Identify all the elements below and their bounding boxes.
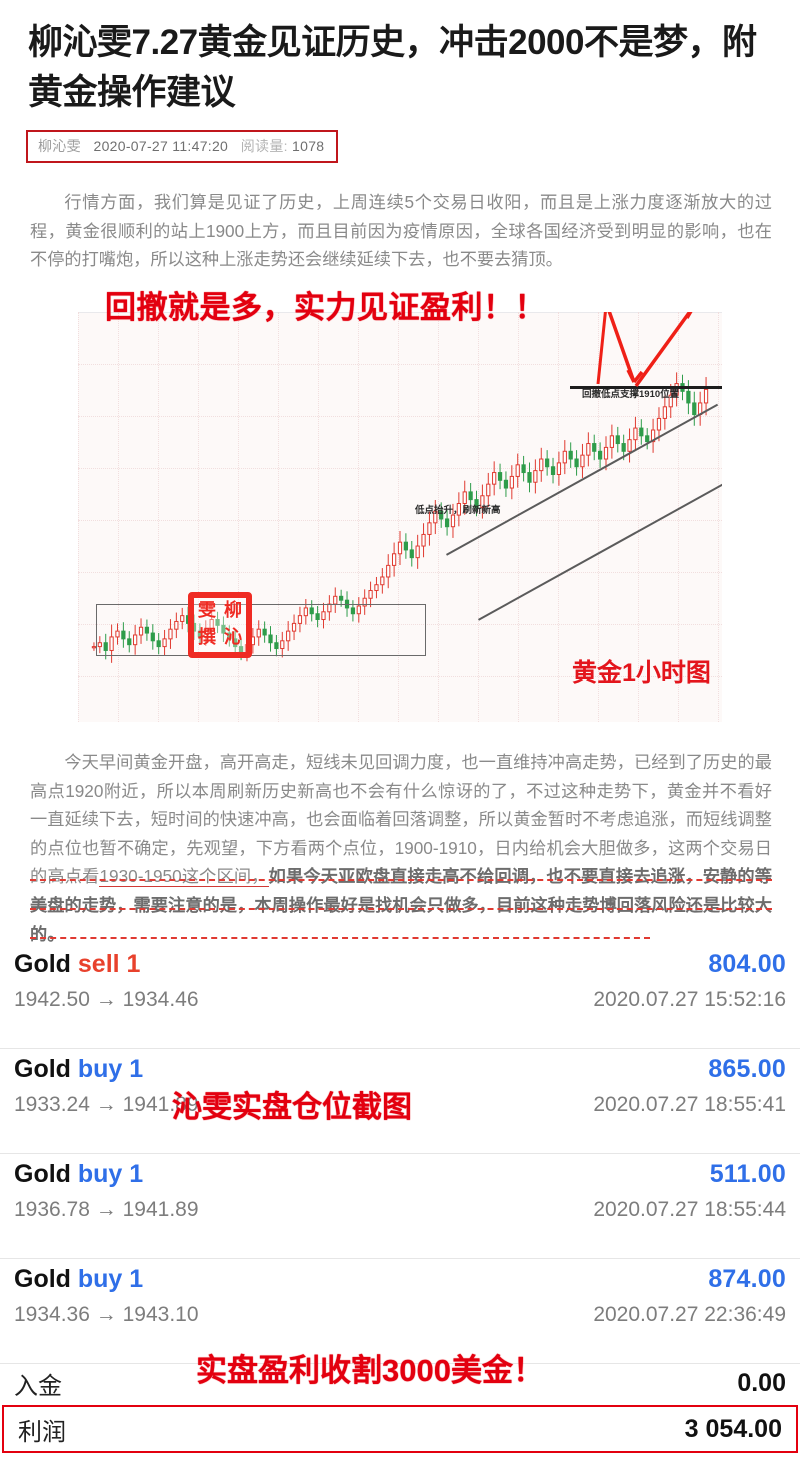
trade-symbol: Gold [14,1055,71,1083]
trade-timestamp: 2020.07.27 15:52:16 [593,988,786,1011]
seal-char-2: 雯 [198,600,216,620]
projection-arrows [596,312,693,388]
trade-header: Gold buy 1 874.00 [14,1259,786,1294]
dashed-underline-2 [30,908,772,910]
arrow-icon: → [95,1303,117,1326]
trade-side: buy 1 [77,1160,144,1188]
positions-caption-overlay: 沁雯实盘仓位截图 [172,1091,412,1124]
profit-label: 利润 [18,1418,66,1446]
trade-details: 1933.24 → 1941.89 2020.07.27 18:55:41 [14,1093,786,1117]
trade-symbol: Gold [14,950,71,978]
trade-close-price: 1943.10 [122,1303,199,1326]
trade-side: buy 1 [77,1055,144,1083]
row-divider [0,1258,800,1259]
trade-header: Gold buy 1 511.00 [14,1154,786,1189]
deposit-value: 0.00 [737,1368,786,1397]
gold-hourly-chart [78,312,722,722]
paragraph-2-part-a: 今天早间黄金开盘，高开高走，短线未见回调力度，也一直维持冲高走势，已经到了历史的… [30,752,772,887]
trend-annotation-label: 低点抬升，刷新新高 [415,505,501,516]
trade-close-price: 1941.89 [122,1198,199,1221]
trade-instrument: Gold buy 1 [14,1265,143,1294]
trade-symbol: Gold [14,1160,71,1188]
trade-open-price: 1942.50 [14,988,90,1011]
byline-text: 柳沁雯 2020-07-27 11:47:20 阅读量: 1078 [38,136,324,156]
byline-views-label: 阅读量: [240,138,288,154]
page-title: 柳沁雯7.27黄金见证历史，冲击2000不是梦，附黄金操作建议 [28,23,757,112]
chart-headline: 回撤就是多，实力见证盈利！！ [105,290,546,325]
trade-open-price: 1936.78 [14,1198,90,1221]
trade-profit: 874.00 [708,1265,786,1293]
seal-char-1: 柳 [224,600,242,620]
summary-deposit-row: 入金 0.00 [0,1361,800,1405]
trade-profit: 804.00 [708,950,786,978]
trade-timestamp: 2020.07.27 22:36:49 [593,1303,786,1326]
table-row[interactable]: Gold buy 1 511.00 1936.78 → 1941.89 2020… [0,1154,800,1258]
trade-symbol: Gold [14,1265,71,1293]
trade-prices: 1936.78 → 1941.89 [14,1198,199,1222]
row-divider [0,1363,800,1364]
profit-caption-overlay: 实盘盈利收割3000美金！ [196,1353,544,1388]
support-level-line [570,386,722,389]
trade-details: 1934.36 → 1943.10 2020.07.27 22:36:49 [14,1303,786,1327]
row-divider [0,1048,800,1049]
trade-profit: 511.00 [709,1160,786,1188]
trade-prices: 1934.36 → 1943.10 [14,1303,199,1327]
arrow-icon: → [95,988,117,1011]
dashed-underline-1 [30,879,772,881]
trade-details: 1936.78 → 1941.89 2020.07.27 18:55:44 [14,1198,786,1222]
account-summary: 入金 0.00 利润 3 054.00 [0,1361,800,1453]
trade-instrument: Gold buy 1 [14,1160,143,1189]
trade-header: Gold sell 1 804.00 [14,944,786,979]
trade-timestamp: 2020.07.27 18:55:44 [593,1198,786,1221]
byline-author: 柳沁雯 [38,138,81,154]
trade-profit: 865.00 [708,1055,786,1083]
trade-side: sell 1 [77,950,141,978]
table-row[interactable]: Gold buy 1 874.00 1934.36 → 1943.10 2020… [0,1259,800,1363]
row-divider [0,1153,800,1154]
trade-history-list: Gold sell 1 804.00 1942.50 → 1934.46 202… [0,944,800,1364]
byline: 柳沁雯 2020-07-27 11:47:20 阅读量: 1078 [26,130,339,163]
trade-instrument: Gold sell 1 [14,950,140,979]
paragraph-2-part-b: 1930-1950这个区间， [99,866,269,888]
seal-char-4: 撰 [198,627,216,647]
arrow-icon: → [95,1093,117,1116]
support-annotation-label: 回撤低点支撑1910位置 [582,389,680,400]
trade-open-price: 1933.24 [14,1093,90,1116]
article-paragraph-2: 今天早间黄金开盘，高开高走，短线未见回调力度，也一直维持冲高走势，已经到了历史的… [30,748,772,948]
arrow-icon: → [95,1198,117,1221]
trade-header: Gold buy 1 865.00 [14,1049,786,1084]
table-row[interactable]: Gold buy 1 865.00 1933.24 → 1941.89 2020… [0,1049,800,1153]
chart-timeframe-label: 黄金1小时图 [572,659,711,687]
trade-side: buy 1 [77,1265,144,1293]
byline-views-count: 1078 [292,138,325,154]
trade-close-price: 1934.46 [122,988,199,1011]
seal-char-3: 沁 [224,627,242,647]
trade-instrument: Gold buy 1 [14,1055,143,1084]
trade-timestamp: 2020.07.27 18:55:41 [593,1093,786,1116]
trade-prices: 1933.24 → 1941.89 [14,1093,199,1117]
table-row[interactable]: Gold sell 1 804.00 1942.50 → 1934.46 202… [0,944,800,1048]
deposit-label: 入金 [14,1372,62,1400]
consolidation-box [96,604,426,656]
article-paragraph-1: 行情方面，我们算是见证了历史，上周连续5个交易日收阳，而且是上涨力度逐渐放大的过… [30,192,772,270]
profit-value: 3 054.00 [684,1414,782,1443]
trade-details: 1942.50 → 1934.46 2020.07.27 15:52:16 [14,988,786,1012]
trade-close-price: 1941.89 [122,1093,199,1116]
trade-open-price: 1934.36 [14,1303,90,1326]
summary-profit-row: 利润 3 054.00 [2,1405,798,1453]
trade-prices: 1942.50 → 1934.46 [14,988,199,1012]
dashed-underline-3 [30,937,650,939]
author-seal: 雯 柳 撰 沁 [188,592,252,658]
byline-datetime: 2020-07-27 11:47:20 [93,138,229,154]
